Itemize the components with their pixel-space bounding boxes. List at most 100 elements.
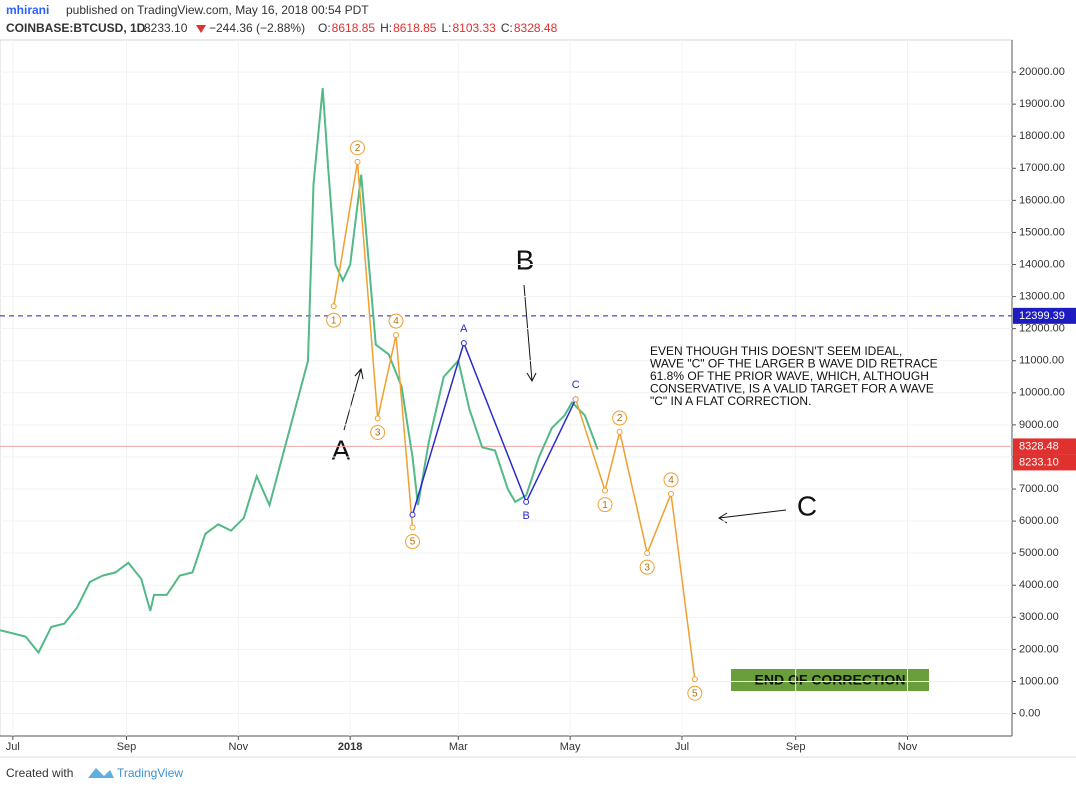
price-label: 8328.48 <box>1019 440 1059 452</box>
wave-label-ring <box>597 497 613 513</box>
x-tick-label: 2018 <box>338 741 362 753</box>
wave-label: 5 <box>410 537 416 548</box>
price-line-series <box>0 88 599 655</box>
footer-brand: TradingView <box>117 766 183 780</box>
change: −244.36 (−2.88%) <box>209 21 305 35</box>
price-label-box <box>1013 438 1076 455</box>
note-line: EVEN THOUGH THIS DOESN'T SEEM IDEAL, <box>650 344 902 358</box>
published: published on TradingView.com, May 16, 20… <box>66 3 369 17</box>
y-tick-label: 16000.00 <box>1019 194 1065 206</box>
price: 8233.10 <box>144 21 188 35</box>
last-price-box <box>1013 454 1076 471</box>
wave-label-ring <box>687 685 703 701</box>
x-tick-label: Sep <box>786 741 806 753</box>
ohlc-value: 8618.85 <box>393 21 437 35</box>
end-box <box>731 669 929 691</box>
y-tick-label: 2000.00 <box>1019 643 1059 655</box>
wave-label: A <box>460 323 468 335</box>
last-price-label: 8233.10 <box>1019 456 1059 468</box>
note-line: 61.8% OF THE PRIOR WAVE, WHICH, ALTHOUGH <box>650 369 929 383</box>
y-tick-label: 6000.00 <box>1019 515 1059 527</box>
ohlc-key: L: <box>441 21 451 35</box>
ohlc-value: 8618.85 <box>332 21 376 35</box>
note-line: "C" IN A FLAT CORRECTION. <box>650 394 811 408</box>
y-tick-label: 1000.00 <box>1019 675 1059 687</box>
y-tick-label: 5000.00 <box>1019 547 1059 559</box>
y-tick-label: 19000.00 <box>1019 98 1065 110</box>
ohlc: O: 8618.85 H: 8618.85 L: 8103.33 C: 8328.48 <box>318 21 558 35</box>
footer-created: Created with <box>6 766 73 780</box>
y-tick-label: 9000.00 <box>1019 419 1059 431</box>
wave-label: B <box>522 510 529 522</box>
wave-label: 2 <box>355 143 361 154</box>
label-c: C <box>797 490 817 521</box>
wave-point <box>644 550 651 557</box>
wave-point <box>393 332 399 339</box>
wave-point <box>523 498 530 505</box>
ohlc-key: C: <box>501 21 513 35</box>
y-tick-label: 13000.00 <box>1019 290 1065 302</box>
wave-point <box>602 487 608 494</box>
x-tick-label: May <box>560 741 581 753</box>
wave-label: 1 <box>331 315 337 326</box>
wave-label-ring <box>663 472 679 488</box>
x-tick-label: Jul <box>6 741 20 753</box>
y-tick-label: 14000.00 <box>1019 258 1065 270</box>
x-tick-label: Mar <box>449 741 468 753</box>
wave-label-ring <box>612 410 628 426</box>
logo <box>88 768 114 778</box>
y-tick-label: 15000.00 <box>1019 226 1065 238</box>
y-tick-label: 10000.00 <box>1019 387 1065 399</box>
wave-line <box>411 340 577 515</box>
y-tick-label: 11000.00 <box>1019 355 1064 367</box>
x-tick-label: Nov <box>898 741 918 753</box>
x-tick-label: Jul <box>675 741 689 753</box>
wave-label-ring <box>639 559 655 575</box>
wave-label-ring <box>326 312 342 328</box>
author: mhirani <box>6 3 49 17</box>
x-tick-label: Nov <box>229 741 249 753</box>
ohlc-key: O: <box>318 21 331 35</box>
y-tick-label: 0.00 <box>1019 707 1040 719</box>
wave-point <box>668 490 674 497</box>
y-tick-label: 12000.00 <box>1019 323 1065 335</box>
ohlc-value: 8103.33 <box>452 21 496 35</box>
y-tick-label: 3000.00 <box>1019 611 1059 623</box>
wave-line <box>574 398 696 680</box>
y-tick-label: 17000.00 <box>1019 162 1065 174</box>
wave-point <box>354 158 361 165</box>
wave-label: 5 <box>692 688 698 699</box>
y-tick-label: 20000.00 <box>1019 66 1065 78</box>
wave-point <box>616 428 623 435</box>
symbol: COINBASE:BTCUSD, 1D <box>6 21 146 35</box>
wave-point <box>330 303 337 310</box>
wave-label: 1 <box>602 500 608 511</box>
wave-point <box>460 340 467 347</box>
wave-label: 3 <box>644 562 650 573</box>
ohlc-value: 8328.48 <box>514 21 558 35</box>
ohlc-key: H: <box>380 21 392 35</box>
y-tick-label: 7000.00 <box>1019 483 1059 495</box>
wave-point <box>572 396 579 403</box>
wave-label-ring <box>370 424 386 440</box>
label-b: B <box>516 244 535 275</box>
wave-point <box>691 676 698 683</box>
y-tick-label: 4000.00 <box>1019 579 1059 591</box>
wave-point <box>409 524 416 531</box>
note-line: CONSERVATIVE, IS A VALID TARGET FOR A WA… <box>650 382 934 396</box>
price-label: 12399.39 <box>1019 310 1065 322</box>
wave-label: C <box>572 379 580 391</box>
price-label-box <box>1013 307 1076 324</box>
end-label: END OF CORRECTION <box>755 672 906 688</box>
wave-label-ring <box>388 313 404 329</box>
note-line: WAVE "C" OF THE LARGER B WAVE DID RETRAC… <box>650 357 938 371</box>
wave-label-ring <box>350 140 365 156</box>
down-arrow <box>196 25 206 33</box>
label-a: A <box>332 434 351 465</box>
wave-point <box>374 415 381 422</box>
wave-label: 3 <box>375 428 381 439</box>
x-tick-label: Sep <box>117 741 137 753</box>
wave-label: 2 <box>617 413 623 424</box>
